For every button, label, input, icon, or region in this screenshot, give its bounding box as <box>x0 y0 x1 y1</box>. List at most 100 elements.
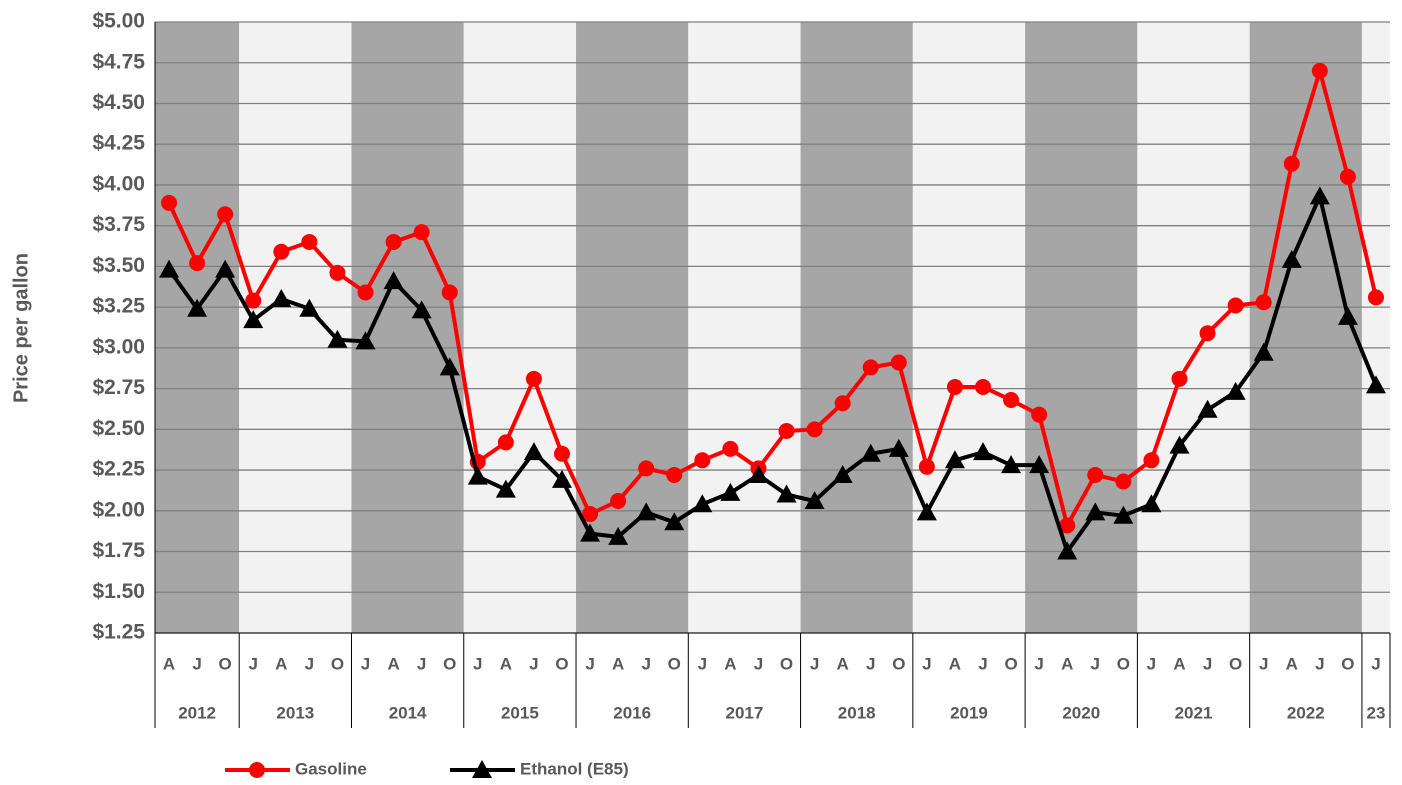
x-tick-label: O <box>1117 654 1130 673</box>
marker <box>1225 381 1246 400</box>
marker <box>1057 541 1078 560</box>
x-tick-label: J <box>585 654 594 673</box>
x-group-label: 2021 <box>1175 703 1213 722</box>
marker <box>273 243 290 260</box>
marker <box>862 359 879 376</box>
legend-label: Gasoline <box>295 759 367 778</box>
marker <box>1059 517 1076 534</box>
marker <box>832 464 853 483</box>
year-band <box>688 22 801 633</box>
x-group-label: 2018 <box>838 703 876 722</box>
year-band <box>912 22 1026 633</box>
marker <box>636 502 657 521</box>
x-group-label: 2019 <box>950 703 988 722</box>
marker <box>944 450 965 469</box>
x-tick-label: O <box>780 654 793 673</box>
marker <box>975 378 992 395</box>
marker <box>666 466 683 483</box>
x-tick-label: O <box>219 654 232 673</box>
marker <box>1169 435 1190 454</box>
marker <box>610 493 627 510</box>
y-axis-label: Price per gallon <box>10 253 32 403</box>
x-tick-label: J <box>417 654 426 673</box>
marker <box>243 310 264 329</box>
marker <box>1143 452 1160 469</box>
marker <box>1031 406 1048 423</box>
marker <box>1309 186 1330 205</box>
x-group-label: 2016 <box>613 703 651 722</box>
marker <box>1029 455 1050 474</box>
marker <box>385 233 402 250</box>
marker <box>497 434 514 451</box>
y-tick-label: $5.00 <box>92 10 145 33</box>
marker <box>187 298 208 317</box>
legend-label: Ethanol (E85) <box>520 759 629 778</box>
x-tick-label: J <box>922 654 931 673</box>
marker <box>357 284 374 301</box>
marker <box>1085 502 1106 521</box>
marker <box>582 506 599 523</box>
x-tick-label: J <box>1147 654 1156 673</box>
x-tick-label: A <box>1286 654 1298 673</box>
year-band <box>1361 22 1390 633</box>
legend-marker <box>249 762 265 778</box>
x-tick-label: O <box>331 654 344 673</box>
x-group-label: 2012 <box>178 703 216 722</box>
x-tick-label: A <box>1061 654 1073 673</box>
marker <box>918 458 935 475</box>
series-line <box>167 68 1378 528</box>
x-tick-label: J <box>1091 654 1100 673</box>
marker <box>355 331 376 350</box>
marker <box>664 512 685 531</box>
marker <box>523 442 544 461</box>
series-line <box>167 194 1378 554</box>
x-tick-label: J <box>1034 654 1043 673</box>
year-band <box>576 22 689 633</box>
marker <box>413 224 430 241</box>
marker <box>189 255 206 272</box>
marker <box>1253 342 1274 361</box>
x-tick-label: J <box>473 654 482 673</box>
x-group-label: 23 <box>1367 703 1386 722</box>
marker <box>159 259 180 278</box>
marker <box>580 523 601 542</box>
marker <box>1255 294 1272 311</box>
marker <box>1283 155 1300 172</box>
marker <box>217 206 234 223</box>
x-tick-label: O <box>1341 654 1354 673</box>
y-tick-label: $2.75 <box>92 376 145 399</box>
marker <box>722 440 739 457</box>
x-tick-label: A <box>949 654 961 673</box>
y-tick-label: $1.50 <box>92 580 145 603</box>
x-group-label: 2017 <box>726 703 764 722</box>
marker <box>748 464 769 483</box>
marker <box>776 484 797 503</box>
y-tick-label: $3.00 <box>92 335 145 358</box>
marker <box>1003 392 1020 409</box>
marker <box>692 494 713 513</box>
marker <box>806 421 823 438</box>
marker <box>946 378 963 395</box>
marker <box>1281 249 1302 268</box>
x-group-label: 2020 <box>1062 703 1100 722</box>
marker <box>1171 370 1188 387</box>
y-tick-label: $3.75 <box>92 213 145 236</box>
marker <box>299 298 320 317</box>
marker <box>973 442 994 461</box>
marker <box>215 259 236 278</box>
y-tick-label: $3.25 <box>92 295 145 318</box>
marker <box>441 284 458 301</box>
marker <box>327 329 348 348</box>
marker <box>553 445 570 462</box>
x-tick-label: J <box>529 654 538 673</box>
marker <box>551 469 572 488</box>
marker <box>383 271 404 290</box>
marker <box>1227 297 1244 314</box>
marker <box>804 491 825 510</box>
y-tick-label: $4.25 <box>92 132 145 155</box>
y-tick-label: $1.25 <box>92 621 145 644</box>
year-band <box>800 22 913 633</box>
x-tick-label: J <box>1203 654 1212 673</box>
marker <box>1199 325 1216 342</box>
